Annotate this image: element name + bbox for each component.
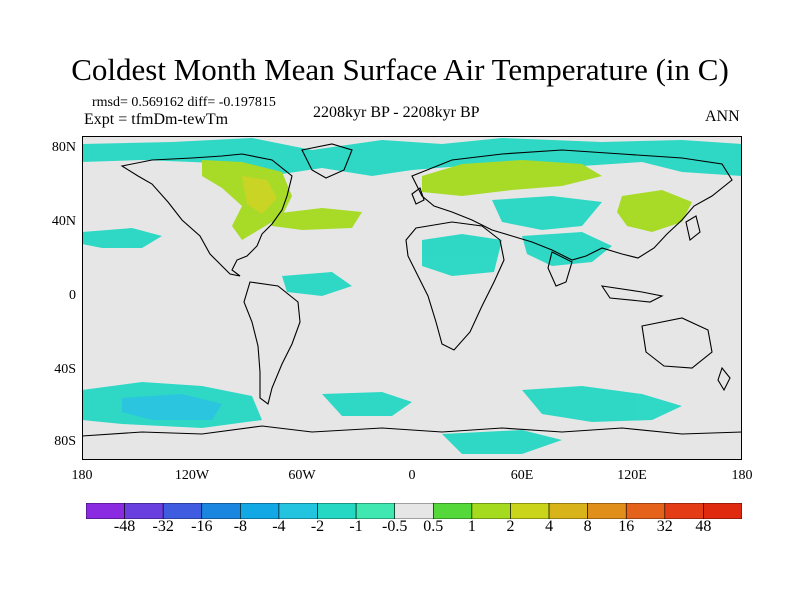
colorbar-tick-label: -32 [152,518,174,535]
experiment-label: Expt = tfmDm-tewTm [84,111,229,128]
new-zealand-coast [717,366,731,392]
colorbar-swatch [86,503,125,519]
colorbar-swatch [355,503,396,519]
map-frame [82,136,742,460]
antarctica-coast [82,425,742,437]
lon-label-120e: 120E [617,468,647,483]
colorbar-tick-label: -4 [272,518,286,535]
greenland-coast [301,143,353,179]
east-asia-green-region [617,190,692,232]
colorbar-tick-label: 1 [467,518,476,535]
colorbar-swatch [317,503,357,519]
colorbar-tick-label: -1 [349,518,363,535]
india-coast [547,251,573,287]
period-label: 2208kyr BP - 2208kyr BP [313,104,480,121]
africa-cyan-region [422,234,502,276]
north-america-core-green [242,176,277,214]
lon-label-120w: 120W [174,468,210,483]
pacific-cyan-region [82,228,162,248]
indonesia-coast [600,285,664,303]
colorbar-swatch [510,503,550,519]
coastlines [82,143,742,437]
colorbar-tick-label: 48 [695,518,712,535]
japan-coast [685,215,701,241]
colorbar-swatch [432,503,473,519]
north-atlantic-green-region [272,208,362,230]
eurasia-coast [411,149,733,261]
south-atlantic-cyan-region [322,392,412,416]
lat-label-80n: 80N [51,140,76,155]
colorbar-tick-label: 0.5 [423,518,444,535]
tropical-cyan-region [282,272,352,296]
colorbar-swatch [162,503,203,519]
colorbar-tick-label: -8 [233,518,248,535]
colorbar-tick-label: 8 [583,518,592,535]
colorbar-swatch [664,503,704,519]
lat-label-0: 0 [69,288,76,303]
colorbar-tick-label: -16 [191,518,213,535]
colorbar-swatch [587,503,627,519]
lat-label-80s: 80S [54,434,76,449]
colorbar-tick-label: 4 [545,518,554,535]
lon-label-60w: 60W [288,468,316,483]
africa-coast [405,221,505,351]
colorbar-swatch [548,503,588,519]
colorbar-tick-label: 2 [506,518,515,535]
anomaly-field [82,138,742,454]
colorbar-swatch [278,503,318,519]
colorbar-tick-label: -48 [113,518,136,535]
south-america-coast [243,281,301,405]
antarctic-cyan-region [442,430,562,454]
colorbar-swatch [625,503,666,519]
uk-coast [411,187,425,205]
colorbar-tick-label: 32 [656,518,673,535]
asia-cyan-region [522,232,612,266]
australia-coast [641,317,713,369]
colorbar-swatch [124,503,164,519]
lat-label-40n: 40N [51,214,76,229]
colorbar-tick-label: -0.5 [382,518,408,535]
lon-label-180e: 180 [731,468,753,483]
rmsd-diff-stats: rmsd= 0.569162 diff= -0.197815 [92,95,276,110]
colorbar-tick-label: -2 [310,518,325,535]
colorbar [86,503,742,519]
colorbar-swatch [394,503,434,519]
colorbar-tick-label: 16 [618,518,635,535]
colorbar-swatch [471,503,511,519]
map-title: Coldest Month Mean Surface Air Temperatu… [71,52,729,87]
colorbar-swatch [240,503,280,519]
colorbar-swatch [703,503,742,519]
lon-label-60e: 60E [510,468,534,483]
eurasia-green-region [422,160,602,196]
season-label: ANN [705,108,740,125]
arctic-cyan-region [82,138,742,176]
central-asia-cyan-region [492,196,602,230]
world-map [82,136,742,460]
indian-ocean-cyan-region [522,386,682,422]
lon-label-0: 0 [408,468,416,483]
north-america-coast [120,153,293,277]
southern-ocean-blue-region [122,394,222,420]
lat-label-40s: 40S [54,362,76,377]
lon-label-180w: 180 [71,468,93,483]
colorbar-swatch [201,503,241,519]
